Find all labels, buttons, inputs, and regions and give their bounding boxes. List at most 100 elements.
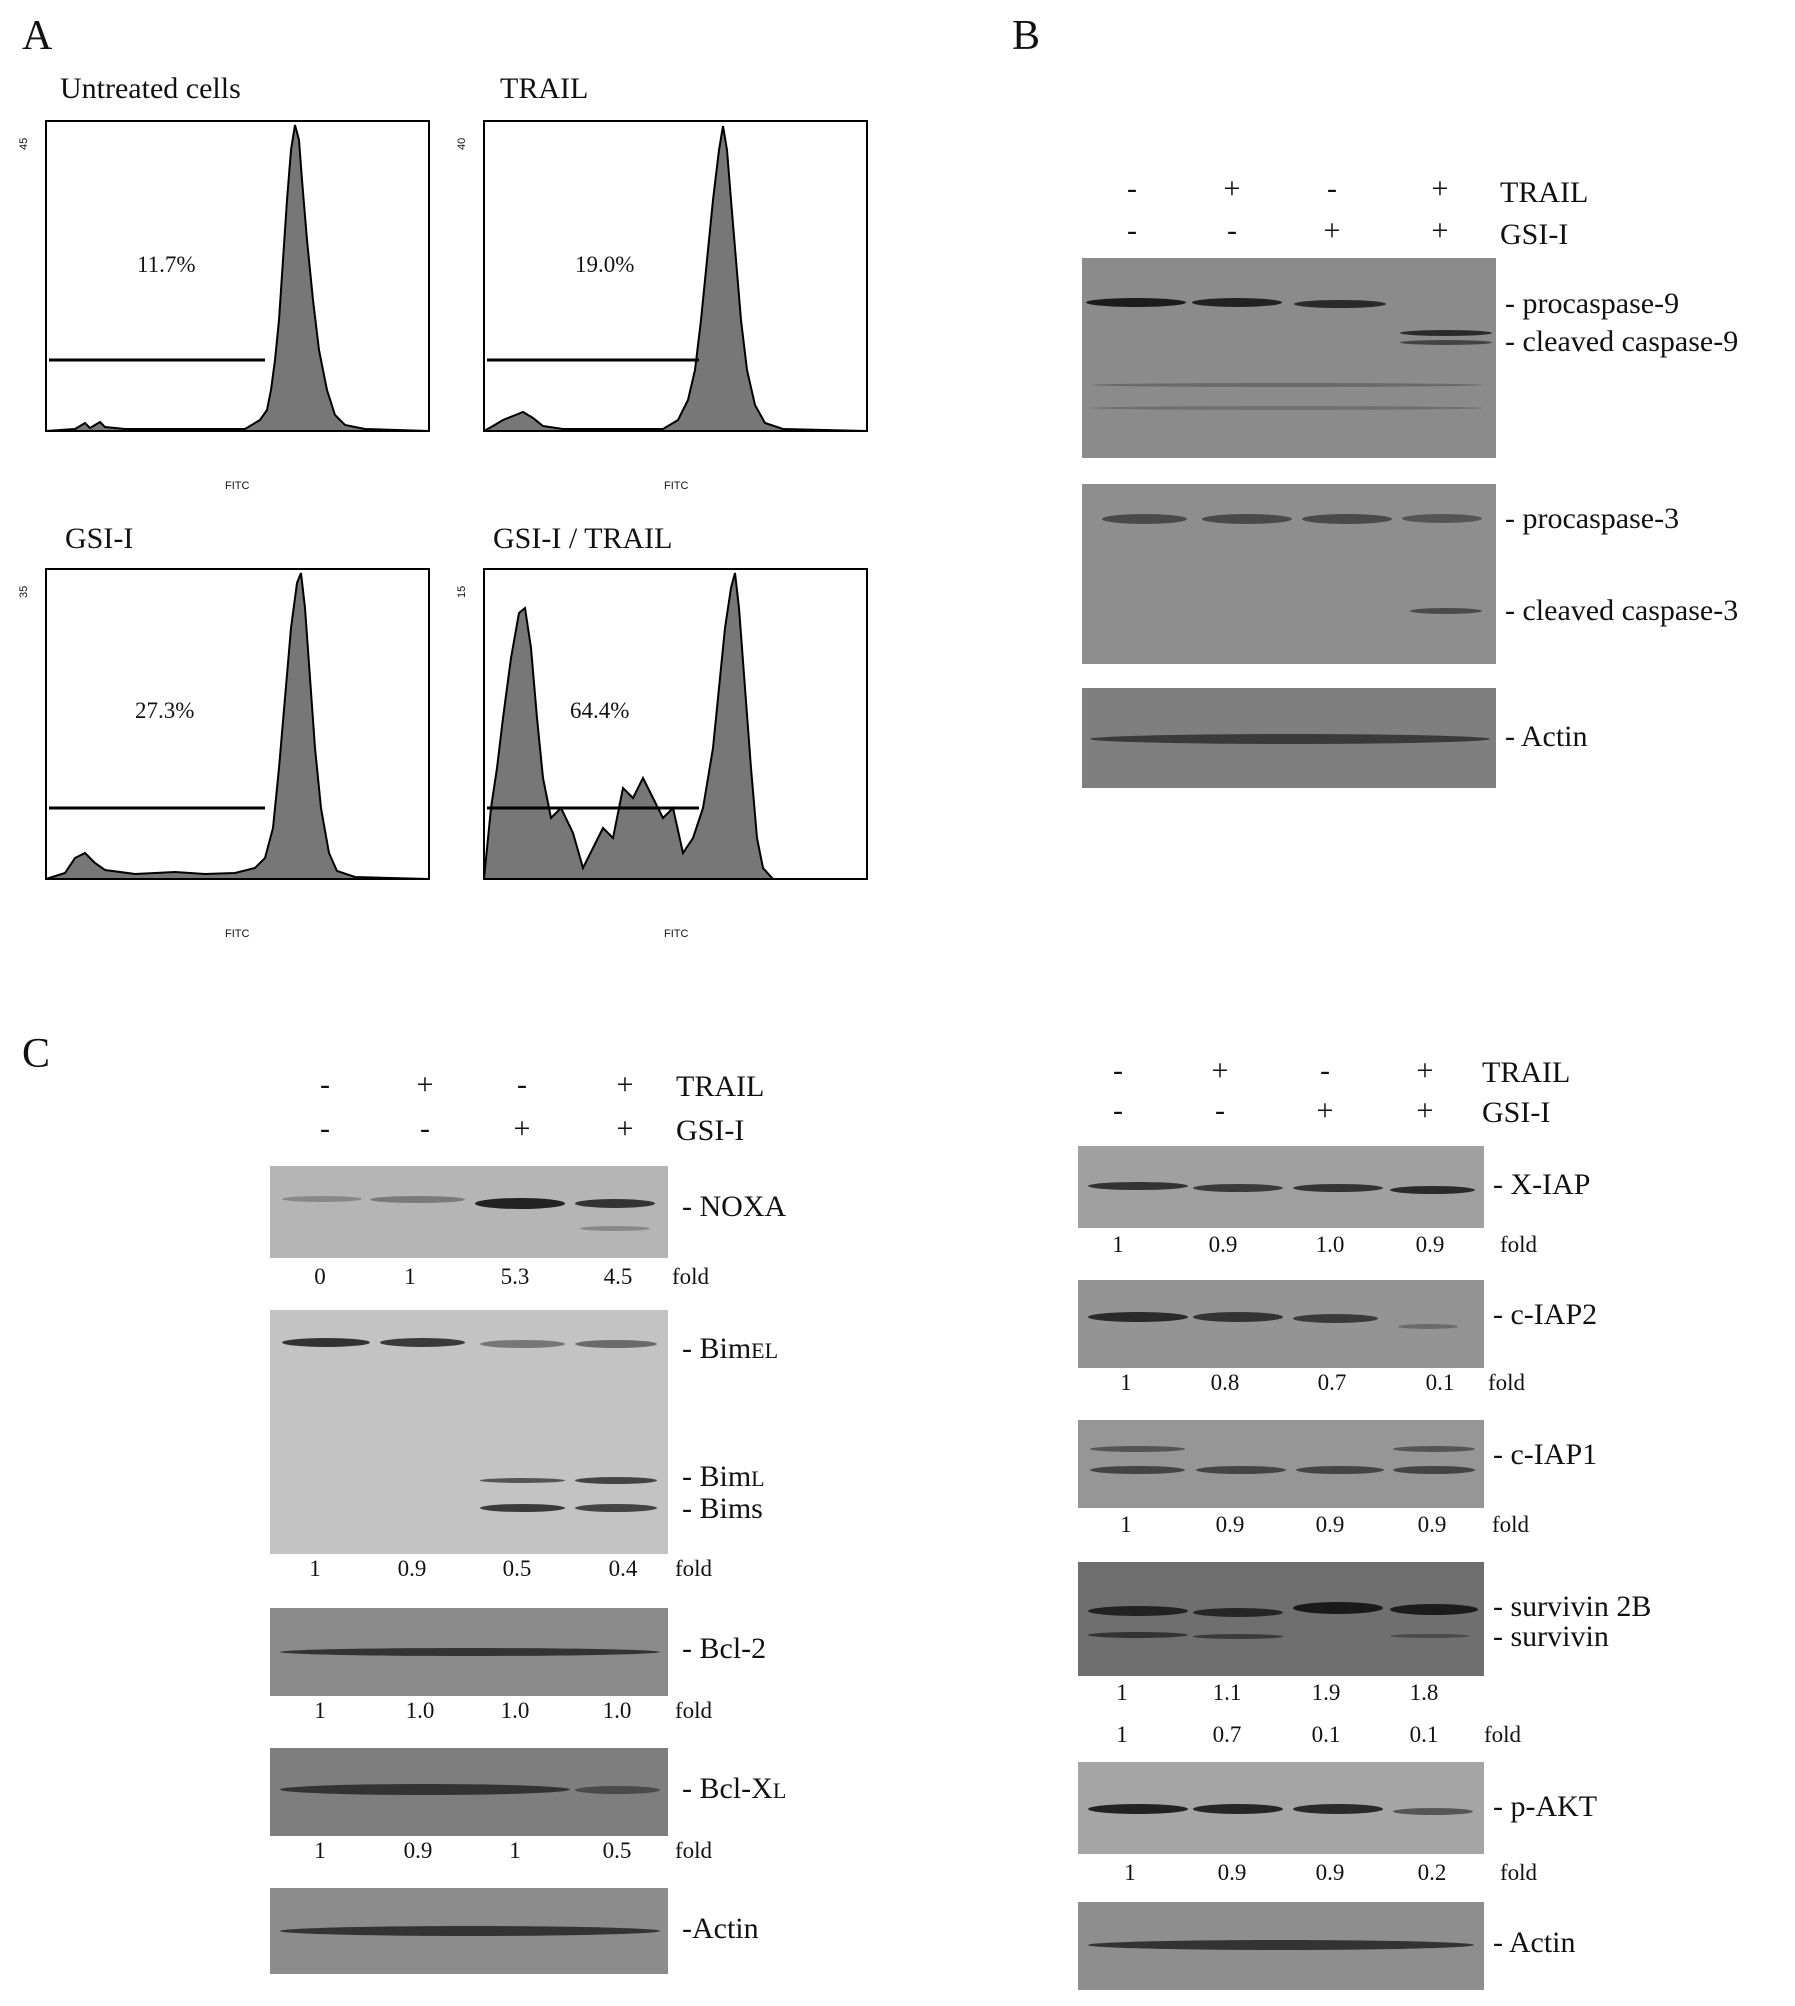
fold-xiap-1: 1: [1112, 1232, 1124, 1257]
blot-caspase-9: [1082, 258, 1496, 458]
fold-survivin-2: 0.7: [1212, 1722, 1242, 1747]
label-cleaved-caspase-9: - cleaved caspase-9: [1505, 325, 1739, 358]
panel-c-letter: C: [22, 1031, 51, 1077]
histogram-ylabel-gsi: 35: [18, 585, 30, 598]
fold-bclxl-2: 0.9: [403, 1838, 433, 1863]
histogram-gsi-trail-plot: [482, 568, 868, 880]
histogram-ylabel-gsi-trail: 15: [456, 585, 468, 598]
fold-ciap2-3: 0.7: [1317, 1370, 1347, 1395]
histogram-ylabel-untreated: 45: [18, 137, 30, 150]
fold-ciap1-3: 0.9: [1315, 1512, 1345, 1537]
panel-a-letter: A: [22, 13, 53, 59]
c-right-gsi-sign-2: -: [1215, 1094, 1225, 1127]
c-right-gsi-sign-4: +: [1416, 1094, 1434, 1127]
label-bim-s: - Bims: [682, 1492, 763, 1525]
fold-xiap-2: 0.9: [1208, 1232, 1238, 1257]
histogram-title-trail: TRAIL: [500, 72, 589, 105]
histogram-xlabel-untreated: FITC: [225, 480, 250, 492]
label-c-iap1: - c-IAP1: [1493, 1438, 1598, 1471]
label-p-akt: - p-AKT: [1493, 1790, 1598, 1823]
c-left-trail-sign-3: -: [517, 1068, 527, 1101]
blot-c-iap1: [1078, 1420, 1484, 1508]
c-right-gsi-sign-1: -: [1113, 1094, 1123, 1127]
c-left-gsi-label: GSI-I: [676, 1114, 745, 1147]
b-gsi-label: GSI-I: [1500, 218, 1569, 251]
histogram-percent-gsi: 27.3%: [135, 698, 195, 723]
blot-bcl-xl: [270, 1748, 668, 1836]
c-left-trail-sign-2: +: [416, 1068, 434, 1101]
b-gsi-sign-2: -: [1227, 214, 1237, 247]
c-right-trail-sign-3: -: [1320, 1054, 1330, 1087]
label-procaspase-3: - procaspase-3: [1505, 502, 1680, 535]
histogram-title-untreated: Untreated cells: [60, 72, 241, 105]
fold-ciap1-2: 0.9: [1215, 1512, 1245, 1537]
fold-word-noxa: fold: [672, 1264, 710, 1289]
fold-noxa-2: 1: [404, 1264, 416, 1289]
c-right-trail-label: TRAIL: [1482, 1056, 1571, 1089]
c-left-gsi-sign-4: +: [616, 1112, 634, 1145]
fold-bcl2-1: 1: [314, 1698, 326, 1723]
fold-ciap1-1: 1: [1120, 1512, 1132, 1537]
label-bcl-2: - Bcl-2: [682, 1632, 767, 1665]
blot-p-akt: [1078, 1762, 1484, 1854]
fold-bim-4: 0.4: [608, 1556, 638, 1581]
fold-bclxl-3: 1: [509, 1838, 521, 1863]
c-left-gsi-sign-3: +: [513, 1112, 531, 1145]
fold-noxa-1: 0: [314, 1264, 326, 1289]
label-survivin-2b: - survivin 2B: [1493, 1590, 1652, 1623]
b-trail-sign-2: +: [1223, 172, 1241, 205]
blot-survivin: [1078, 1562, 1484, 1676]
histogram-xlabel-gsi: FITC: [225, 928, 250, 940]
histogram-gsi-plot: [45, 568, 430, 880]
fold-bim-3: 0.5: [502, 1556, 532, 1581]
label-bim-l-base: - Bim: [682, 1460, 752, 1493]
histogram-untreated-plot: [39, 120, 430, 432]
fold-ciap2-1: 1: [1120, 1370, 1132, 1395]
fold-ciap2-2: 0.8: [1210, 1370, 1240, 1395]
fold-survivin-4: 0.1: [1409, 1722, 1439, 1747]
label-bim-el-base: - Bim: [682, 1332, 752, 1365]
fold-bcl2-3: 1.0: [500, 1698, 530, 1723]
fold-survivin2b-1: 1: [1116, 1680, 1128, 1705]
panel-b-letter: B: [1012, 13, 1041, 59]
label-cleaved-caspase-3: - cleaved caspase-3: [1505, 594, 1739, 627]
label-procaspase-9: - procaspase-9: [1505, 287, 1680, 320]
histogram-trail-plot: [480, 120, 868, 432]
label-actin-c-left: -Actin: [682, 1912, 759, 1945]
c-left-trail-sign-1: -: [320, 1068, 330, 1101]
histogram-title-gsi: GSI-I: [65, 522, 134, 555]
fold-survivin2b-4: 1.8: [1409, 1680, 1439, 1705]
histogram-percent-gsi-trail: 64.4%: [570, 698, 630, 723]
b-trail-label: TRAIL: [1500, 176, 1589, 209]
c-right-trail-sign-4: +: [1416, 1054, 1434, 1087]
fold-word-ciap2: fold: [1488, 1370, 1526, 1395]
fold-word-bim: fold: [675, 1556, 713, 1581]
fold-word-ciap1: fold: [1492, 1512, 1530, 1537]
b-gsi-sign-4: +: [1431, 214, 1449, 247]
histogram-untreated: [39, 120, 430, 432]
fold-xiap-4: 0.9: [1415, 1232, 1445, 1257]
fold-pakt-1: 1: [1124, 1860, 1136, 1885]
c-left-gsi-sign-1: -: [320, 1112, 330, 1145]
fold-survivin2b-3: 1.9: [1311, 1680, 1341, 1705]
histogram-trail: [480, 120, 868, 432]
fold-bcl2-2: 1.0: [405, 1698, 435, 1723]
histogram-title-gsi-trail: GSI-I / TRAIL: [493, 522, 673, 555]
fold-pakt-3: 0.9: [1315, 1860, 1345, 1885]
histogram-gsi: [45, 568, 430, 880]
label-bcl-xl: - Bcl-XL: [682, 1772, 786, 1806]
blot-actin-b: [1082, 688, 1496, 788]
c-right-gsi-sign-3: +: [1316, 1094, 1334, 1127]
blot-actin-c-right: [1078, 1902, 1484, 1990]
fold-pakt-4: 0.2: [1417, 1860, 1447, 1885]
c-left-trail-label: TRAIL: [676, 1070, 765, 1103]
fold-word-xiap: fold: [1500, 1232, 1538, 1257]
label-bim-el: - BimEL: [682, 1332, 778, 1366]
c-right-trail-sign-1: -: [1113, 1054, 1123, 1087]
blot-caspase-3: [1082, 484, 1496, 664]
histogram-xlabel-gsi-trail: FITC: [664, 928, 689, 940]
fold-bclxl-4: 0.5: [602, 1838, 632, 1863]
blot-bim: [270, 1310, 668, 1554]
fold-word-bcl2: fold: [675, 1698, 713, 1723]
fold-bim-2: 0.9: [397, 1556, 427, 1581]
